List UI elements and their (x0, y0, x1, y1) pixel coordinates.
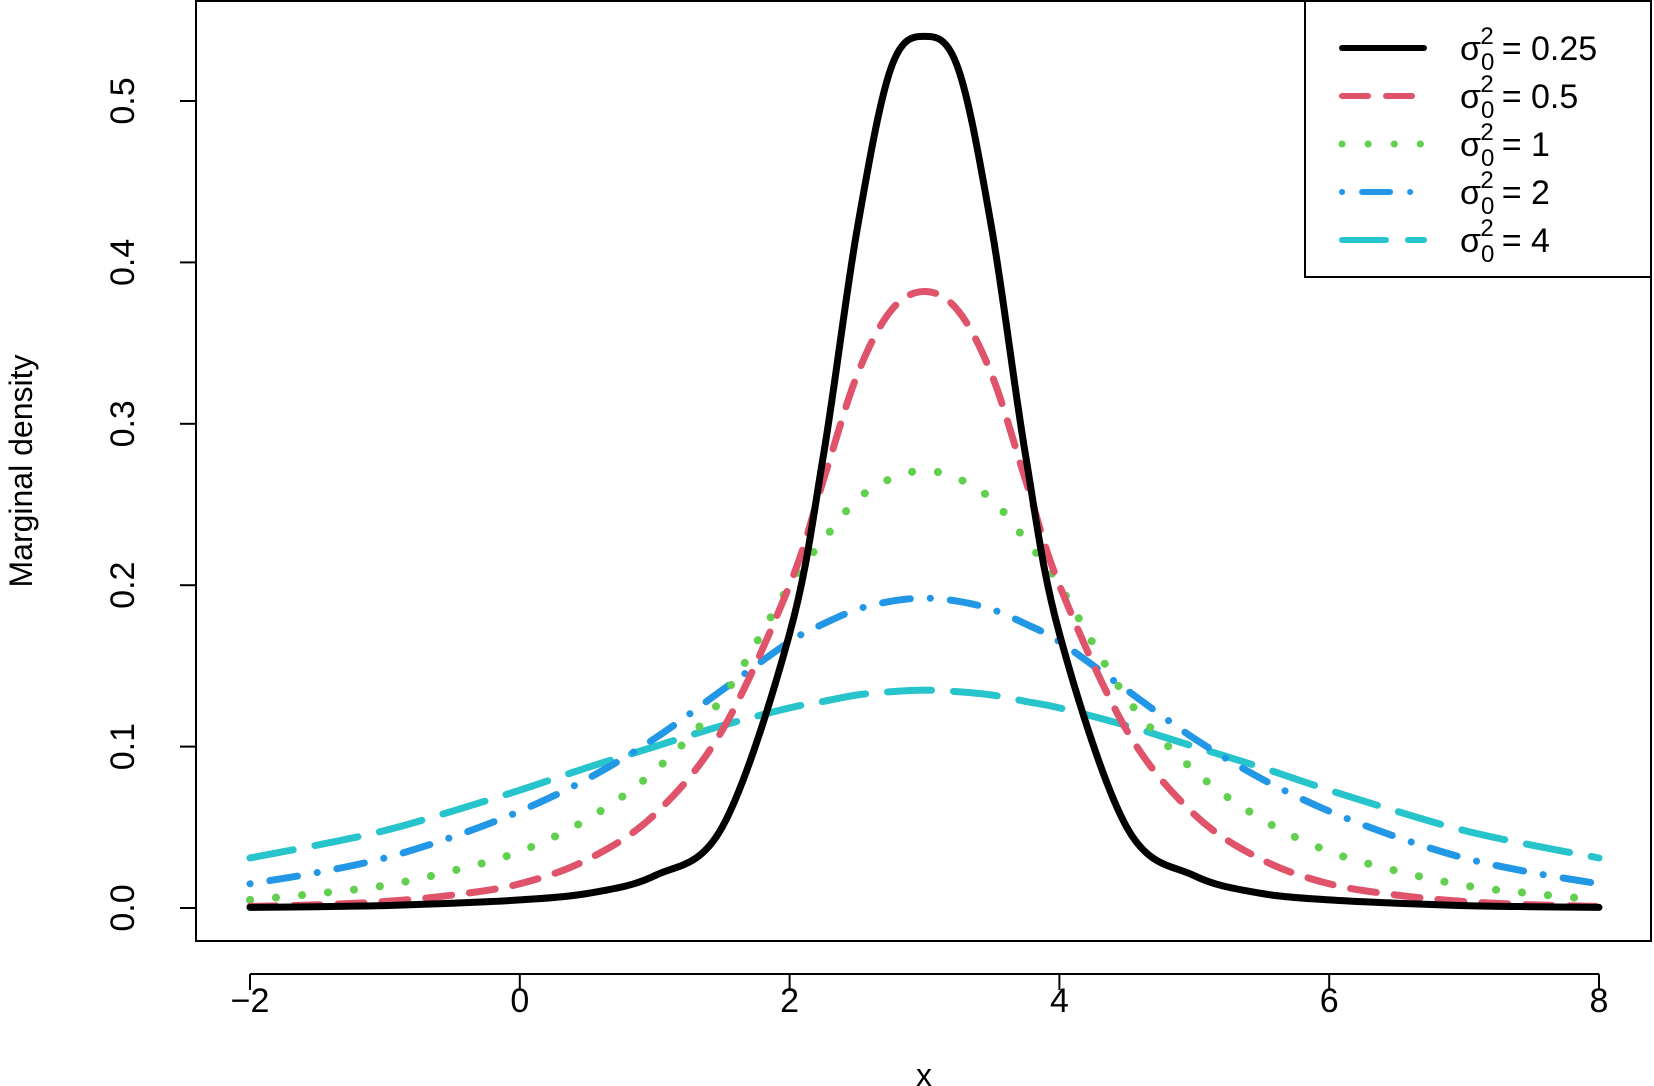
series-line-3 (246, 466, 1603, 904)
x-tick-label: 4 (1050, 982, 1069, 1020)
y-tick-label: 0.3 (104, 400, 142, 447)
legend-box (1304, 0, 1652, 278)
legend-label: σ02 = 1 (1460, 119, 1550, 172)
x-axis-title: x (916, 1057, 932, 1086)
y-tick-label: 0.5 (104, 77, 142, 124)
y-axis-title: Marginal density (3, 355, 39, 588)
series-line-1 (246, 32, 1603, 911)
x-tick-label: 8 (1590, 982, 1609, 1020)
y-tick-label: 0.4 (104, 239, 142, 286)
y-tick-label: 0.0 (104, 884, 142, 931)
legend-label: σ02 = 0.5 (1460, 71, 1578, 124)
legend-label: σ02 = 2 (1460, 167, 1550, 220)
x-tick-label: −2 (231, 982, 270, 1020)
legend-label: σ02 = 4 (1460, 215, 1550, 268)
legend-label: σ02 = 0.25 (1460, 23, 1597, 76)
x-tick-label: 6 (1320, 982, 1339, 1020)
series-line-4 (246, 594, 1603, 888)
y-tick-label: 0.2 (104, 562, 142, 609)
y-axis: 0.0 0.1 0.2 0.3 0.4 0.5 (104, 77, 197, 932)
y-tick-label: 0.1 (104, 723, 142, 770)
x-tick-label: 0 (510, 982, 529, 1020)
series-line-5 (246, 686, 1603, 862)
x-tick-label: 2 (780, 982, 799, 1020)
x-axis: −2 0 2 4 6 8 (231, 973, 1609, 1020)
series-line-2 (246, 288, 1603, 910)
series-layer (246, 32, 1603, 911)
